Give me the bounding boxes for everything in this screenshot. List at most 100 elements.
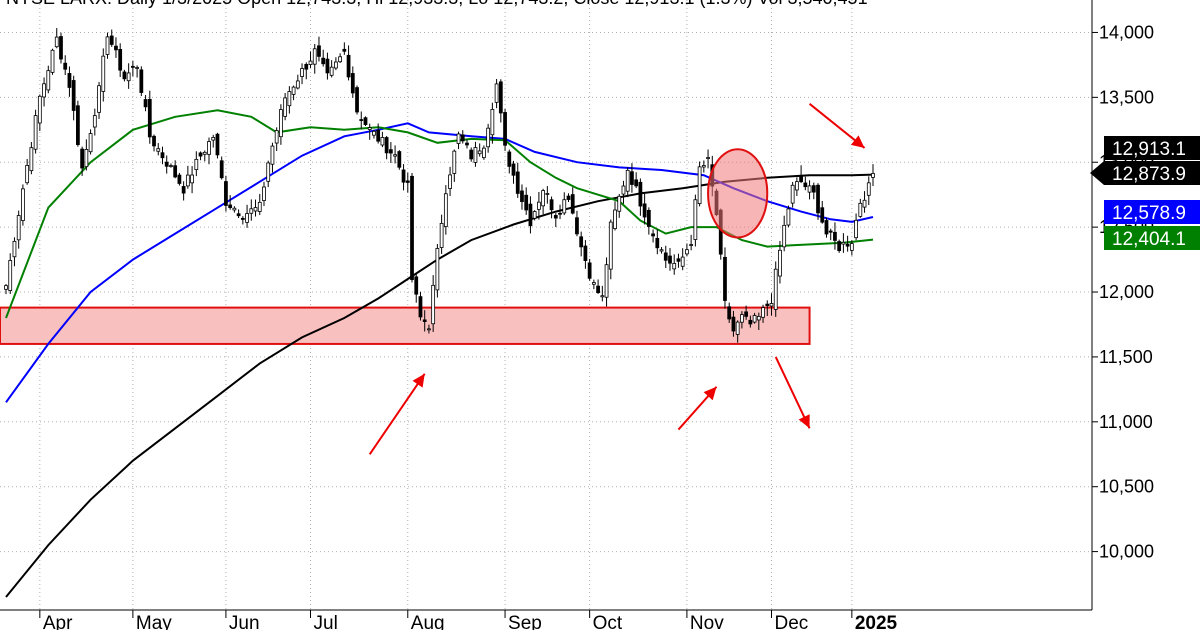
candle-body [689,244,694,246]
candle-body [490,109,495,136]
candle-body [778,249,782,277]
candle-body [587,262,592,279]
candle-body [837,241,842,252]
candle-body [202,151,207,155]
candle-body [334,61,338,69]
candle-body [604,264,609,298]
candle-body [460,134,465,142]
candle-body [482,147,486,159]
candle-body [29,147,34,172]
candle-body [393,154,397,157]
candle-body [240,217,245,220]
candle-body [515,171,520,194]
arrow-head [850,135,865,148]
y-tick-label: 10,500 [1099,477,1154,497]
candle-body [245,213,249,223]
candle-body [520,190,524,202]
annotation-arrows-layer [368,103,866,455]
candle-body [740,314,744,323]
arrow-shaft [774,356,811,429]
candle-body [494,83,499,103]
candle-body [363,117,368,125]
candle-body [257,201,262,212]
candle-body [549,199,554,211]
candle-body [507,151,512,167]
candle-body [473,147,478,163]
candle-body [701,165,706,168]
candle-body [101,55,106,92]
moving-average-black [5,173,874,598]
candle-body [545,193,550,195]
candle-body [435,248,440,291]
candle-body [528,203,533,227]
candle-body [748,319,753,325]
candle-body [380,137,385,146]
candle-body [566,195,571,200]
candle-body [181,186,186,194]
candle-body [866,182,871,196]
candle-body [295,80,300,89]
candle-body [338,56,342,63]
candle-body [862,199,867,208]
candle-body [575,217,579,235]
chart-header: NYSE LARX: Daily 1/3/2025 Open 12,743.3,… [6,0,868,8]
arrow-head [412,373,425,388]
candle-body [274,130,279,144]
candle-body [21,188,25,221]
axes-layer [0,0,1098,618]
month-label: Jul [314,613,338,630]
month-label: Jun [229,613,260,630]
candle-body [16,215,21,241]
candle-body [672,263,677,270]
candle-body [858,202,863,217]
candle-body [388,149,393,154]
candle-body [317,45,321,57]
candle-body [744,311,749,317]
month-label: Aug [411,613,445,630]
candle-body [486,127,491,148]
candle-body [232,207,237,211]
candle-body [300,68,304,77]
candle-body [156,148,161,152]
candle-body [638,181,643,207]
candle-body [706,157,710,159]
candle-body [321,57,326,65]
candle-body [114,45,118,51]
candle-body [355,87,359,113]
candle-body [676,258,681,262]
candle-body [685,249,689,255]
candle-body [756,315,761,321]
price-axis-labels: 10,00010,50011,00011,50012,00012,50013,0… [1099,22,1154,561]
arrow-shaft [368,373,426,455]
candle-body [25,165,30,184]
candle-body [854,219,858,239]
candle-body [600,295,605,298]
candle-body [634,179,639,187]
candle-body [346,54,351,78]
candle-body [431,284,436,325]
candle-body [871,173,875,178]
candle-body [452,150,457,174]
month-label: May [136,613,172,630]
candle-body [33,115,38,150]
candle-body [765,303,770,307]
support-zone-layer [0,306,811,345]
candle-body [735,321,740,335]
candle-body [558,212,562,215]
candle-body [659,249,664,252]
badge-green-ma-bg [1104,226,1200,250]
candle-body [807,185,812,193]
candle-body [439,222,444,248]
candle-body [427,328,431,331]
candle-body [469,149,474,160]
candle-body [84,149,89,168]
candle-body [617,195,622,212]
candle-body [727,306,732,320]
badge-black-ma: 12,913.1 [1112,139,1186,160]
candle-body [211,137,216,141]
candle-body [270,145,275,165]
candle-body [642,203,647,218]
candle-body [266,162,271,182]
candle-body [731,316,736,332]
candle-body [824,220,829,235]
